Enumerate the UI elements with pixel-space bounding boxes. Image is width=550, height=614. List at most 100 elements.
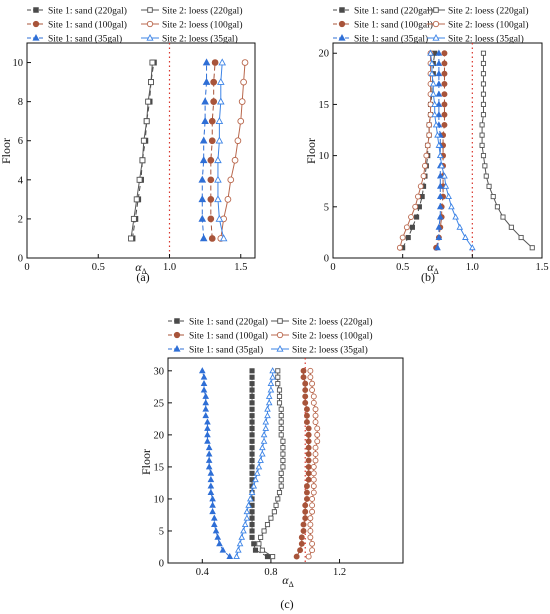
panel-c-point-loess_220 xyxy=(278,425,284,432)
panel-a-point-sand_35 xyxy=(202,58,211,66)
panel-c-point-sand_220 xyxy=(249,445,255,451)
panel-c-y-tick-label: 15 xyxy=(154,462,165,473)
panel-b-point-loess_35 xyxy=(462,233,469,240)
panel-b-point-loess_35 xyxy=(428,59,436,66)
panel-b-point-sand_220 xyxy=(414,214,420,220)
panel-b-legend-marker xyxy=(339,7,345,13)
panel-a-legend-item-loess_35: Site 2: loess (35gal) xyxy=(141,33,238,44)
panel-b-point-loess_220 xyxy=(480,81,487,87)
panel-b-plot-frame xyxy=(332,42,543,259)
panel-b-point-loess_220 xyxy=(480,153,487,159)
panel-b-point-sand_35 xyxy=(435,233,443,240)
panel-b-point-sand_220 xyxy=(405,234,411,241)
panel-c-y-tick-label: 20 xyxy=(154,430,165,441)
panel-c-point-sand_220 xyxy=(249,432,255,438)
panel-c-point-sand_35 xyxy=(226,552,234,560)
panel-a-point-sand_35 xyxy=(201,116,209,124)
panel-c-point-sand_35 xyxy=(209,495,216,502)
panel-c-point-loess_35 xyxy=(248,488,256,495)
panel-b-point-loess_100 xyxy=(403,224,410,231)
panel-c-point-sand_35 xyxy=(202,392,210,399)
panel-b-point-loess_100 xyxy=(424,142,431,149)
panel-c-point-loess_35 xyxy=(245,501,252,508)
panel-c-point-loess_220 xyxy=(278,419,284,425)
panel-a-point-sand_100 xyxy=(210,78,218,86)
panel-c-point-sand_220 xyxy=(249,413,255,419)
panel-c-point-sand_100 xyxy=(302,393,309,400)
panel-c-point-sand_100 xyxy=(300,521,307,528)
panel-b-point-loess_35 xyxy=(428,70,436,77)
panel-c-point-loess_35 xyxy=(259,444,266,451)
panel-a-y-tick-label: 10 xyxy=(13,58,24,69)
panel-a-point-sand_100 xyxy=(211,59,219,66)
panel-a-series-loess_100 xyxy=(217,59,249,242)
panel-c-legend-item-loess_100: Site 2: loess (100gal) xyxy=(271,330,372,341)
panel-b-x-axis-title-main: α xyxy=(427,260,434,274)
panel-c-point-loess_35 xyxy=(253,469,261,476)
panel-c-point-sand_220 xyxy=(251,541,257,547)
panel-a-point-loess_220 xyxy=(133,196,140,203)
panel-c-point-sand_220 xyxy=(249,522,255,528)
panel-c-point-sand_220 xyxy=(249,528,255,534)
panel-b-x-axis-title-subscript: Δ xyxy=(434,267,439,276)
panel-b-point-loess_220 xyxy=(479,122,485,128)
panel-a-point-loess_220 xyxy=(140,137,147,144)
panel-b-legend-label: Site 2: loess (220gal) xyxy=(448,5,528,16)
panel-b-legend-item-sand_35: Site 1: sand (35gal) xyxy=(333,33,428,44)
panel-b-point-loess_35 xyxy=(427,49,434,56)
panel-a: 0 0.5 1.0 1.5 0 2 4 6 8 10 αΔ Floor Site 1: sand (22… xyxy=(0,5,256,284)
panel-a-point-sand_100 xyxy=(207,196,215,203)
panel-c-point-sand_35 xyxy=(205,456,213,463)
panel-c-point-loess_220 xyxy=(275,496,281,502)
panel-c-point-sand_220 xyxy=(249,515,255,521)
panel-c-point-loess_35 xyxy=(260,431,268,438)
panel-b-series-line-loess_35 xyxy=(430,53,473,249)
panel-b-series-sand_220 xyxy=(400,50,438,251)
panel-b-legend-label: Site 1: sand (35gal) xyxy=(354,33,428,44)
panel-a-x-axis-title: αΔ xyxy=(135,260,146,276)
panel-b-point-sand_35 xyxy=(435,110,443,118)
panel-a-point-sand_35 xyxy=(201,97,209,105)
panel-a-point-loess_35 xyxy=(219,234,228,242)
panel-a-series-line-sand_100 xyxy=(210,62,216,239)
panel-c-point-loess_100 xyxy=(310,489,317,496)
panel-c-point-loess_35 xyxy=(243,514,251,521)
panel-c-point-loess_35 xyxy=(269,373,276,380)
panel-a-point-sand_100 xyxy=(207,215,215,223)
panel-b-point-sand_35 xyxy=(436,192,444,200)
panel-c-point-loess_100 xyxy=(309,495,316,502)
panel-c-point-loess_220 xyxy=(278,432,284,438)
panel-b-legend-item-loess_100: Site 2: loess (100gal) xyxy=(427,19,528,30)
panel-a-point-sand_100 xyxy=(207,156,215,164)
panel-c-legend-label: Site 1: sand (35gal) xyxy=(189,344,263,355)
panel-c-point-sand_100 xyxy=(302,502,309,509)
panel-c-plot-frame xyxy=(167,357,404,564)
panel-c-legend-marker xyxy=(277,318,283,324)
panel-c-point-sand_220 xyxy=(249,451,255,457)
panel-b-point-loess_220 xyxy=(529,245,535,251)
panel-b-point-loess_35 xyxy=(436,151,444,159)
panel-b-point-sand_100 xyxy=(441,111,448,118)
panel-b-point-sand_100 xyxy=(441,101,448,108)
panel-c-point-sand_100 xyxy=(300,367,307,374)
panel-b-point-loess_35 xyxy=(445,192,452,200)
panel-b-point-loess_35 xyxy=(441,172,448,179)
panel-b-point-sand_35 xyxy=(435,223,443,230)
panel-c-point-sand_220 xyxy=(249,534,255,540)
panel-a-x-tick-label: 0.5 xyxy=(92,262,105,273)
panel-c-point-sand_220 xyxy=(264,554,271,560)
panel-a-legend-label: Site 1: sand (220gal) xyxy=(48,5,127,16)
panel-c-label: (c) xyxy=(280,597,293,611)
panel-b-point-loess_220 xyxy=(486,183,492,189)
panel-b-point-loess_220 xyxy=(480,50,487,56)
panel-c-y-tick-label: 30 xyxy=(154,366,165,377)
panel-c-point-loess_220 xyxy=(273,502,279,508)
panel-c-point-sand_100 xyxy=(305,457,312,464)
panel-c-legend-label: Site 2: loess (100gal) xyxy=(292,330,372,341)
panel-c-point-sand_35 xyxy=(207,482,215,489)
panel-a-y-tick-label: 2 xyxy=(18,214,23,225)
panel-c-point-sand_35 xyxy=(202,405,210,412)
panel-c-point-loess_35 xyxy=(259,450,266,457)
panel-c-point-loess_35 xyxy=(241,520,249,527)
panel-b-legend-label: Site 1: sand (220gal) xyxy=(354,5,433,16)
